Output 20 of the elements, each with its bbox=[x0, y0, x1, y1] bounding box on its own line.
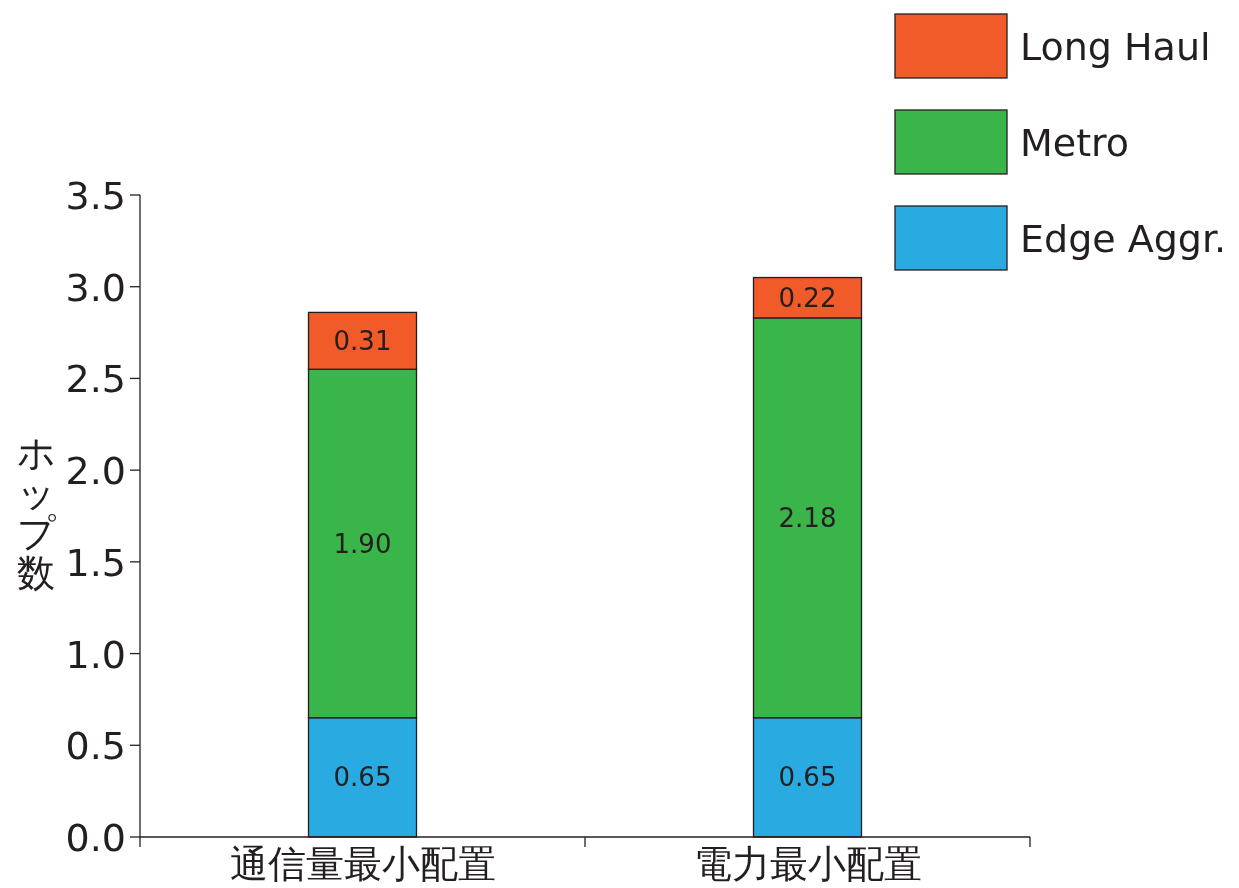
x-tick-label: 通信量最小配置 bbox=[229, 842, 496, 886]
x-tick-label: 電力最小配置 bbox=[693, 842, 922, 886]
legend-label: Metro bbox=[1020, 121, 1130, 165]
data-label: 0.31 bbox=[333, 325, 392, 356]
y-tick-label: 0.5 bbox=[65, 724, 126, 769]
y-tick-label: 0.0 bbox=[65, 816, 126, 860]
data-label: 2.18 bbox=[778, 502, 837, 533]
data-label: 0.22 bbox=[778, 282, 837, 313]
y-tick-label: 1.0 bbox=[65, 632, 126, 677]
y-tick-label: 1.5 bbox=[65, 540, 126, 585]
y-tick-label: 2.5 bbox=[65, 357, 126, 402]
y-tick-label: 3.5 bbox=[65, 174, 126, 218]
data-label: 0.65 bbox=[333, 762, 392, 793]
data-label: 1.90 bbox=[333, 528, 392, 559]
y-axis-title: ホップ数 bbox=[16, 431, 56, 595]
y-tick-label: 3.0 bbox=[65, 265, 126, 310]
y-tick-label: 2.0 bbox=[65, 449, 126, 494]
legend-label: Long Haul bbox=[1020, 25, 1211, 69]
legend-label: Edge Aggr. bbox=[1020, 217, 1227, 261]
data-label: 0.65 bbox=[778, 762, 837, 793]
